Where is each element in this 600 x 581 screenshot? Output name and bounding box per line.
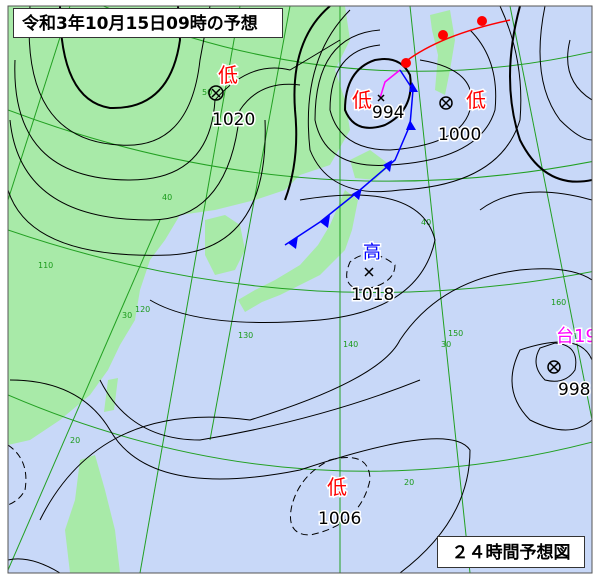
typhoon-center-icon — [547, 360, 561, 374]
warm-front-symbols — [401, 16, 487, 68]
lat-label: 40 — [162, 193, 172, 202]
isobars — [8, 6, 592, 573]
land-sakhalin — [430, 10, 455, 95]
low-label: 低 — [352, 88, 372, 112]
lon-label: 110 — [38, 261, 53, 270]
land-japan — [238, 190, 358, 312]
high-label: 高 — [363, 242, 381, 263]
lat-label: 40 — [421, 218, 431, 227]
lon-label: 160 — [551, 298, 566, 307]
lon-label: 140 — [343, 340, 358, 349]
lon-label: 150 — [448, 329, 463, 338]
grid-labels: 50 40 30 20 20 110 120 130 140 150 160 4… — [38, 88, 566, 487]
typhoon-label: 台19 — [556, 326, 597, 347]
lon-label: 120 — [135, 305, 150, 314]
map-frame — [7, 5, 593, 574]
pressure-label: 994 — [372, 103, 404, 123]
lat-label: 20 — [70, 436, 80, 445]
pressure-label: 1000 — [438, 125, 481, 145]
low-center-icon — [208, 85, 224, 101]
pressure-label: 1018 — [351, 285, 394, 305]
lon-label: 130 — [238, 331, 253, 340]
pressure-label: 1020 — [212, 110, 255, 130]
low-center-icon — [439, 96, 453, 110]
high-center-icon — [364, 267, 374, 277]
low-label: 低 — [218, 63, 238, 87]
low-center-icon — [377, 94, 385, 102]
land-korea — [205, 215, 245, 275]
lat-label: 30 — [441, 340, 451, 349]
occluded-front — [379, 69, 401, 99]
pressure-label: 1006 — [318, 509, 361, 529]
land-asia — [8, 6, 350, 445]
lat-label: 20 — [404, 478, 414, 487]
cold-front-symbols — [288, 82, 418, 249]
low-label: 低 — [327, 475, 347, 499]
lat-label: 50 — [202, 88, 212, 97]
warm-front — [404, 19, 511, 63]
chart-type-label: ２４時間予想図 — [437, 536, 585, 568]
center-markers — [208, 85, 561, 374]
land-philippines — [65, 455, 120, 573]
forecast-title: 令和3年10月15日09時の予想 — [13, 8, 283, 38]
low-label: 低 — [466, 88, 486, 112]
pressure-label: 998 — [558, 380, 590, 400]
lat-label: 30 — [122, 311, 132, 320]
